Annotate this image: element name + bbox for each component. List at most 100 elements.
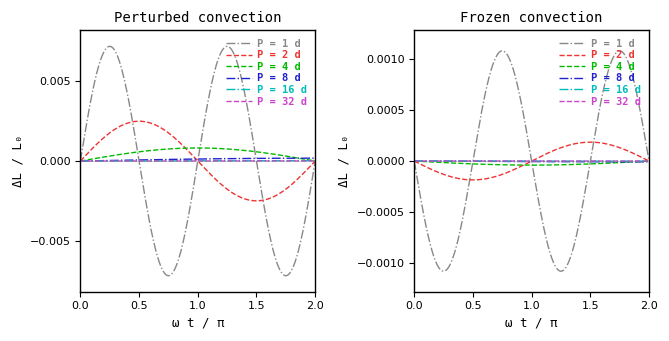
P = 1 d	[640, 133, 648, 137]
P = 32 d	[306, 159, 314, 163]
P = 2 d	[410, 159, 418, 163]
P = 16 d	[615, 159, 623, 163]
P = 4 d	[437, 160, 445, 164]
P = 1 d	[177, 250, 185, 254]
P = 1 d	[167, 273, 175, 277]
P = 4 d	[117, 152, 125, 156]
P = 1 d	[500, 49, 508, 54]
P = 16 d	[306, 159, 314, 163]
P = 4 d	[103, 154, 111, 159]
P = 8 d	[311, 156, 319, 160]
P = 32 d	[640, 159, 648, 163]
P = 16 d	[177, 159, 185, 163]
Line: P = 8 d: P = 8 d	[414, 161, 649, 162]
P = 4 d	[451, 161, 459, 165]
P = 16 d	[640, 159, 648, 163]
P = 4 d	[645, 159, 653, 163]
P = 8 d	[103, 159, 111, 163]
P = 2 d	[311, 159, 319, 163]
P = 16 d	[645, 159, 653, 163]
P = 1 d	[117, 65, 125, 69]
P = 8 d	[500, 160, 508, 164]
P = 4 d	[282, 154, 290, 158]
P = 16 d	[437, 159, 445, 163]
P = 1 d	[440, 269, 448, 273]
P = 2 d	[500, 172, 508, 176]
P = 32 d	[281, 159, 289, 163]
P = 1 d	[103, 45, 111, 49]
Line: P = 4 d: P = 4 d	[80, 148, 315, 161]
P = 32 d	[437, 159, 445, 163]
P = 8 d	[167, 157, 175, 161]
Line: P = 4 d: P = 4 d	[414, 161, 649, 165]
Line: P = 2 d: P = 2 d	[414, 142, 649, 180]
P = 8 d	[306, 156, 314, 160]
P = 32 d	[117, 159, 125, 163]
P = 2 d	[282, 188, 290, 192]
P = 2 d	[306, 164, 314, 168]
Line: P = 1 d: P = 1 d	[80, 46, 315, 276]
P = 1 d	[106, 44, 114, 48]
P = 4 d	[306, 158, 314, 162]
P = 4 d	[410, 159, 418, 163]
P = 4 d	[640, 159, 648, 163]
P = 1 d	[306, 186, 314, 190]
P = 4 d	[510, 163, 518, 167]
P = 8 d	[281, 156, 289, 160]
P = 1 d	[311, 159, 319, 163]
Line: P = 1 d: P = 1 d	[414, 51, 649, 271]
P = 1 d	[437, 268, 445, 272]
P = 2 d	[117, 124, 125, 128]
P = 2 d	[437, 172, 445, 176]
P = 8 d	[437, 159, 445, 163]
P = 2 d	[469, 178, 477, 182]
P = 32 d	[510, 159, 518, 163]
P = 2 d	[103, 133, 111, 137]
P = 1 d	[282, 273, 290, 278]
P = 1 d	[282, 273, 290, 278]
Title: Frozen convection: Frozen convection	[460, 11, 603, 25]
P = 32 d	[410, 159, 418, 163]
P = 4 d	[194, 146, 202, 150]
P = 8 d	[615, 160, 623, 164]
P = 32 d	[615, 159, 623, 163]
P = 2 d	[177, 142, 185, 146]
X-axis label: ω t / π: ω t / π	[171, 317, 224, 330]
Y-axis label: ΔL / L₀: ΔL / L₀	[338, 135, 351, 187]
P = 4 d	[167, 147, 175, 151]
P = 1 d	[410, 159, 418, 163]
P = 4 d	[177, 146, 185, 150]
P = 1 d	[615, 49, 624, 53]
P = 2 d	[645, 159, 653, 163]
P = 1 d	[645, 159, 653, 163]
P = 16 d	[510, 159, 518, 163]
P = 2 d	[451, 176, 459, 180]
P = 4 d	[500, 163, 508, 167]
P = 32 d	[167, 159, 175, 163]
P = 4 d	[311, 159, 319, 163]
P = 16 d	[311, 159, 319, 163]
P = 2 d	[167, 132, 175, 136]
P = 1 d	[76, 159, 84, 163]
Line: P = 8 d: P = 8 d	[80, 158, 315, 161]
P = 16 d	[117, 159, 125, 163]
P = 8 d	[117, 158, 125, 162]
P = 16 d	[167, 159, 175, 163]
P = 2 d	[135, 119, 143, 123]
P = 4 d	[76, 159, 84, 163]
Title: Perturbed convection: Perturbed convection	[114, 11, 282, 25]
P = 8 d	[177, 157, 185, 161]
P = 32 d	[103, 159, 111, 163]
P = 8 d	[76, 159, 84, 163]
Legend: P = 1 d, P = 2 d, P = 4 d, P = 8 d, P = 16 d, P = 32 d: P = 1 d, P = 2 d, P = 4 d, P = 8 d, P = …	[223, 36, 310, 110]
P = 4 d	[528, 163, 536, 167]
P = 32 d	[177, 159, 185, 163]
P = 4 d	[615, 161, 624, 165]
Line: P = 2 d: P = 2 d	[80, 121, 315, 201]
P = 8 d	[645, 160, 653, 164]
P = 16 d	[103, 159, 111, 163]
P = 16 d	[451, 159, 459, 163]
X-axis label: ω t / π: ω t / π	[505, 317, 558, 330]
P = 32 d	[500, 159, 508, 163]
P = 16 d	[76, 159, 84, 163]
